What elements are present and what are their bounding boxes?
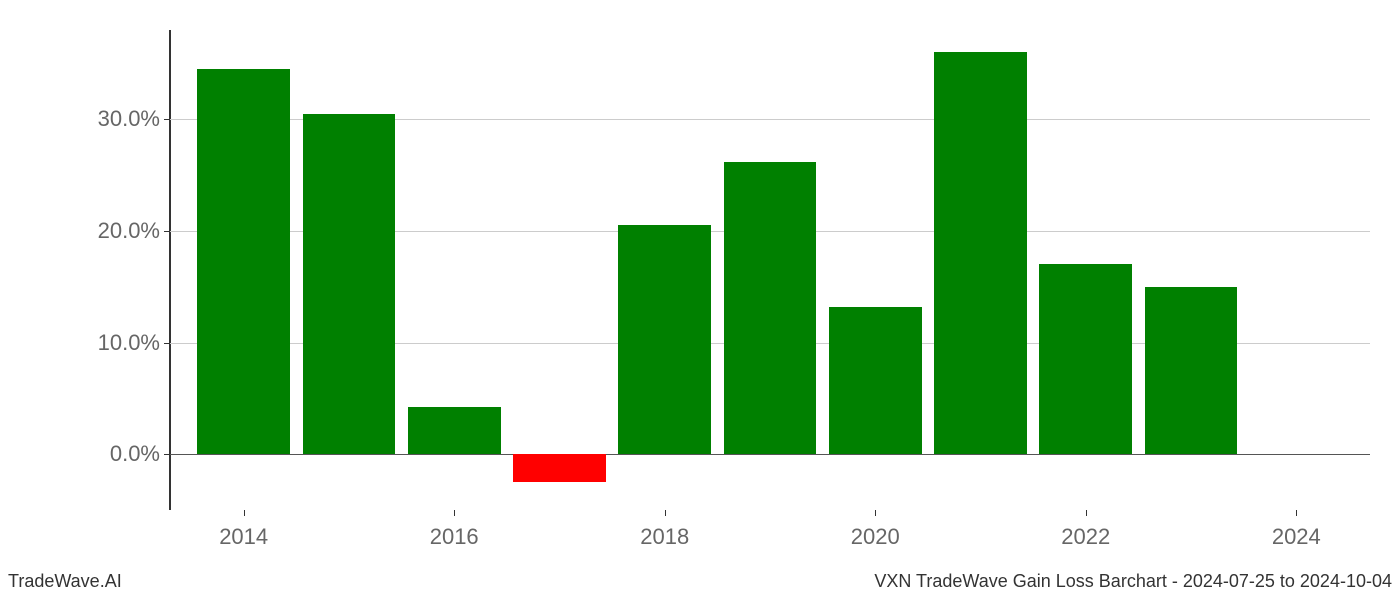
bar (1145, 287, 1238, 454)
bar (197, 69, 290, 454)
xtick-label: 2022 (1061, 510, 1110, 550)
plot-area: 0.0%10.0%20.0%30.0%201420162018202020222… (170, 30, 1370, 510)
xtick-label: 2014 (219, 510, 268, 550)
footer-right-text: VXN TradeWave Gain Loss Barchart - 2024-… (874, 571, 1392, 592)
footer-left-text: TradeWave.AI (8, 571, 122, 592)
bar (724, 162, 817, 454)
chart-container: 0.0% 10.0% 20.0% 30.0% 2014 2016 2018 2020 2022 2… (0, 0, 1400, 600)
bar (408, 407, 501, 454)
ytick-label: 10.0% (98, 330, 170, 356)
ytick-label: 30.0% (98, 106, 170, 132)
xtick-label: 2020 (851, 510, 900, 550)
bar (618, 225, 711, 454)
bar (513, 454, 606, 482)
bar (934, 52, 1027, 454)
xtick-label: 2024 (1272, 510, 1321, 550)
y-axis-spine (169, 30, 171, 510)
xtick-label: 2016 (430, 510, 479, 550)
zero-line (170, 454, 1370, 455)
ytick-label: 20.0% (98, 218, 170, 244)
bar (1039, 264, 1132, 454)
bar (303, 114, 396, 454)
ytick-label: 0.0% (110, 441, 170, 467)
bar (829, 307, 922, 454)
xtick-label: 2018 (640, 510, 689, 550)
